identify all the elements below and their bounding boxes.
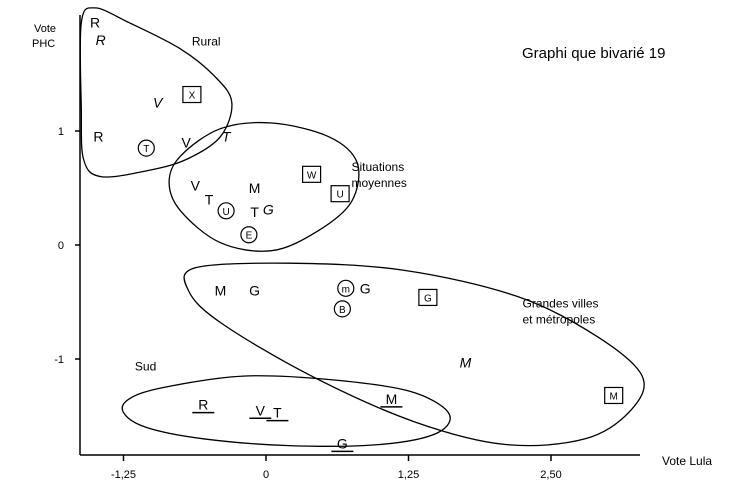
point-label: G	[337, 435, 348, 451]
point-label: G	[424, 293, 432, 304]
point-label: T	[205, 191, 214, 207]
data-point: R	[90, 15, 100, 31]
point-box-marker	[604, 386, 624, 405]
x-tick-label: 0	[263, 469, 269, 481]
point-label: T	[222, 129, 232, 145]
data-point: T	[222, 129, 232, 145]
data-point: G	[418, 288, 438, 307]
data-point: U	[330, 185, 350, 203]
data-point: R	[96, 32, 106, 48]
data-point: M	[460, 354, 472, 370]
point-label: W	[307, 170, 317, 181]
point-label: U	[222, 207, 229, 218]
group-label-grandes-villes-et-metropoles: Grandes villes et métropoles	[523, 297, 599, 327]
point-label: V	[191, 178, 201, 194]
point-label: U	[336, 190, 343, 201]
data-point: R	[192, 397, 215, 414]
x-axis-label: Vote Lula	[662, 454, 712, 468]
data-point: T	[137, 139, 155, 157]
point-box-marker	[302, 165, 322, 183]
point-label: X	[189, 91, 196, 102]
point-label: R	[96, 32, 106, 48]
data-point: W	[302, 165, 322, 183]
data-point: G	[331, 435, 354, 453]
data-point: X	[182, 85, 202, 104]
point-label: V	[182, 134, 192, 150]
point-label: G	[360, 280, 371, 296]
data-point: G	[360, 280, 371, 296]
point-label: T	[250, 204, 259, 220]
data-point: G	[249, 283, 260, 299]
point-label: G	[249, 283, 260, 299]
data-point: V	[182, 134, 192, 150]
point-label: R	[198, 397, 208, 413]
data-point: M	[604, 386, 624, 405]
chart-title: Graphi que bivarié 19	[522, 45, 665, 62]
point-box-marker	[330, 185, 350, 203]
data-point: E	[240, 226, 258, 244]
point-label: G	[263, 202, 274, 218]
point-label: B	[339, 305, 346, 316]
point-label: M	[215, 283, 227, 299]
point-box-marker	[182, 85, 202, 104]
data-point: R	[93, 129, 103, 145]
y-tick-label: 1	[58, 126, 64, 138]
data-point: V	[153, 95, 164, 111]
point-label: M	[249, 180, 261, 196]
data-point: M	[380, 391, 403, 408]
point-circle-marker	[337, 279, 355, 297]
y-tick-label: -1	[54, 354, 64, 366]
x-tick-label: -1,25	[111, 469, 136, 481]
point-label: T	[273, 405, 282, 421]
data-point: M	[249, 180, 261, 196]
point-label: M	[386, 391, 398, 407]
point-circle-marker	[240, 226, 258, 244]
data-point: T	[205, 191, 214, 207]
point-label: R	[93, 129, 103, 145]
point-label: E	[246, 231, 253, 242]
x-tick-label: 1,25	[398, 469, 419, 481]
data-point: V	[249, 402, 272, 420]
data-point: U	[217, 202, 235, 220]
point-label: V	[256, 402, 266, 418]
y-axis-label-line-2: PHC	[32, 38, 55, 50]
point-label: M	[610, 391, 618, 402]
point-label: m	[342, 284, 350, 295]
y-axis-label-line-1: Vote	[34, 23, 56, 35]
point-circle-marker	[137, 139, 155, 157]
data-point: m	[337, 279, 355, 297]
point-circle-marker	[217, 202, 235, 220]
point-box-marker	[418, 288, 438, 307]
group-outline-grandes-villes-et-metropoles	[183, 262, 645, 447]
group-label-situations-moyennes: Situations moyennes	[352, 160, 407, 190]
x-tick-label: 2,50	[540, 469, 561, 481]
point-label: R	[90, 15, 100, 31]
data-point: T	[266, 405, 289, 422]
data-point: G	[263, 202, 274, 218]
group-label-rural: Rural	[192, 35, 221, 49]
point-label: V	[153, 95, 164, 111]
point-label: M	[460, 354, 472, 370]
y-tick-label: 0	[58, 240, 64, 252]
data-point: B	[333, 300, 351, 318]
group-outline-sud	[121, 375, 451, 447]
group-outline-rural	[79, 7, 233, 178]
point-label: T	[143, 144, 149, 155]
group-label-sud: Sud	[135, 359, 156, 373]
data-point: V	[191, 178, 201, 194]
point-circle-marker	[333, 300, 351, 318]
data-point: M	[215, 283, 227, 299]
data-point: T	[250, 204, 259, 220]
group-outline-situations-moyennes	[168, 121, 360, 252]
